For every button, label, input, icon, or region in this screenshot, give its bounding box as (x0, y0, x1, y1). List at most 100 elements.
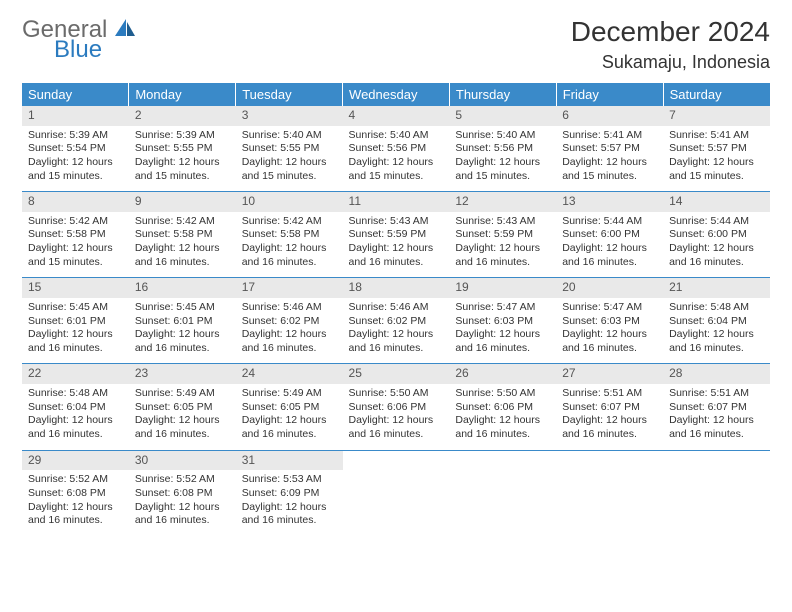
day-details: Sunrise: 5:46 AMSunset: 6:02 PMDaylight:… (343, 298, 450, 364)
daylight-line: Daylight: 12 hours and 16 minutes. (349, 414, 444, 441)
day-details: Sunrise: 5:43 AMSunset: 5:59 PMDaylight:… (449, 212, 556, 278)
day-details: Sunrise: 5:46 AMSunset: 6:02 PMDaylight:… (236, 298, 343, 364)
sail-icon (115, 19, 137, 42)
calendar-day-cell: 23Sunrise: 5:49 AMSunset: 6:05 PMDayligh… (129, 364, 236, 450)
sunset-line: Sunset: 6:01 PM (28, 315, 123, 329)
day-details: Sunrise: 5:44 AMSunset: 6:00 PMDaylight:… (663, 212, 770, 278)
day-number: 20 (556, 278, 663, 298)
calendar-day-cell: 27Sunrise: 5:51 AMSunset: 6:07 PMDayligh… (556, 364, 663, 450)
day-details: Sunrise: 5:47 AMSunset: 6:03 PMDaylight:… (449, 298, 556, 364)
day-number: 17 (236, 278, 343, 298)
day-number: 28 (663, 364, 770, 384)
day-number: 30 (129, 451, 236, 471)
calendar-table: Sunday Monday Tuesday Wednesday Thursday… (22, 83, 770, 536)
daylight-line: Daylight: 12 hours and 15 minutes. (455, 156, 550, 183)
day-number: 9 (129, 192, 236, 212)
weekday-header: Monday (129, 83, 236, 106)
calendar-day-cell: 20Sunrise: 5:47 AMSunset: 6:03 PMDayligh… (556, 278, 663, 364)
calendar-day-cell: 28Sunrise: 5:51 AMSunset: 6:07 PMDayligh… (663, 364, 770, 450)
calendar-day-cell: 4Sunrise: 5:40 AMSunset: 5:56 PMDaylight… (343, 106, 450, 192)
sunrise-line: Sunrise: 5:39 AM (135, 129, 230, 143)
day-number: 23 (129, 364, 236, 384)
sunset-line: Sunset: 6:02 PM (242, 315, 337, 329)
day-details: Sunrise: 5:48 AMSunset: 6:04 PMDaylight:… (663, 298, 770, 364)
calendar-week-row: 15 Sunrise: 5:45 AM Sunset: 6:01 PM Dayligh… (22, 278, 770, 364)
sunset-line: Sunset: 5:59 PM (455, 228, 550, 242)
sunrise-line: Sunrise: 5:41 AM (669, 129, 764, 143)
calendar-day-cell: 24Sunrise: 5:49 AMSunset: 6:05 PMDayligh… (236, 364, 343, 450)
daylight-line: Daylight: 12 hours and 16 minutes. (135, 328, 230, 355)
sunset-line: Sunset: 6:05 PM (135, 401, 230, 415)
calendar-page: General Blue December 2024 Sukamaju, Ind… (0, 0, 792, 554)
page-header: General Blue December 2024 Sukamaju, Ind… (22, 16, 770, 73)
sunset-line: Sunset: 6:04 PM (669, 315, 764, 329)
calendar-day-cell: 22Sunrise: 5:48 AMSunset: 6:04 PMDayligh… (22, 364, 129, 450)
calendar-day-cell: 10Sunrise: 5:42 AMSunset: 5:58 PMDayligh… (236, 192, 343, 278)
day-number: 13 (556, 192, 663, 212)
sunrise-line: Sunrise: 5:52 AM (28, 473, 123, 487)
sunset-line: Sunset: 6:06 PM (349, 401, 444, 415)
day-number: 18 (343, 278, 450, 298)
sunset-line: Sunset: 5:55 PM (242, 142, 337, 156)
weekday-header: Wednesday (343, 83, 450, 106)
calendar-day-cell: 7Sunrise: 5:41 AMSunset: 5:57 PMDaylight… (663, 106, 770, 192)
day-details: Sunrise: 5:48 AMSunset: 6:04 PMDaylight:… (22, 384, 129, 450)
sunset-line: Sunset: 5:57 PM (562, 142, 657, 156)
day-number: 22 (22, 364, 129, 384)
day-details: Sunrise: 5:50 AMSunset: 6:06 PMDaylight:… (343, 384, 450, 450)
sunrise-line: Sunrise: 5:45 AM (135, 301, 230, 315)
day-number: 31 (236, 451, 343, 471)
calendar-day-cell: 6Sunrise: 5:41 AMSunset: 5:57 PMDaylight… (556, 106, 663, 192)
sunset-line: Sunset: 5:58 PM (28, 228, 123, 242)
daylight-line: Daylight: 12 hours and 16 minutes. (455, 414, 550, 441)
day-details: Sunrise: 5:50 AMSunset: 6:06 PMDaylight:… (449, 384, 556, 450)
day-number: 15 (22, 278, 129, 298)
weekday-header-row: Sunday Monday Tuesday Wednesday Thursday… (22, 83, 770, 106)
sunrise-line: Sunrise: 5:47 AM (455, 301, 550, 315)
daylight-line: Daylight: 12 hours and 16 minutes. (242, 414, 337, 441)
day-details: Sunrise: 5:40 AMSunset: 5:56 PMDaylight:… (449, 126, 556, 192)
day-details: Sunrise: 5:42 AMSunset: 5:58 PMDaylight:… (22, 212, 129, 278)
daylight-line: Daylight: 12 hours and 16 minutes. (135, 242, 230, 269)
sunset-line: Sunset: 5:54 PM (28, 142, 123, 156)
calendar-day-cell: 5Sunrise: 5:40 AMSunset: 5:56 PMDaylight… (449, 106, 556, 192)
calendar-day-cell: 12Sunrise: 5:43 AMSunset: 5:59 PMDayligh… (449, 192, 556, 278)
daylight-line: Daylight: 12 hours and 16 minutes. (349, 242, 444, 269)
daylight-line: Daylight: 12 hours and 15 minutes. (28, 242, 123, 269)
sunset-line: Sunset: 5:57 PM (669, 142, 764, 156)
weekday-header: Saturday (663, 83, 770, 106)
location-subtitle: Sukamaju, Indonesia (571, 52, 770, 73)
day-details: Sunrise: 5:39 AMSunset: 5:55 PMDaylight:… (129, 126, 236, 192)
day-number: 8 (22, 192, 129, 212)
daylight-line: Daylight: 12 hours and 16 minutes. (349, 328, 444, 355)
calendar-day-cell: 3Sunrise: 5:40 AMSunset: 5:55 PMDaylight… (236, 106, 343, 192)
day-number: 5 (449, 106, 556, 126)
sunrise-line: Sunrise: 5:47 AM (562, 301, 657, 315)
calendar-day-cell: 9Sunrise: 5:42 AMSunset: 5:58 PMDaylight… (129, 192, 236, 278)
page-title: December 2024 (571, 16, 770, 48)
sunrise-line: Sunrise: 5:48 AM (669, 301, 764, 315)
daylight-line: Daylight: 12 hours and 15 minutes. (349, 156, 444, 183)
sunrise-line: Sunrise: 5:42 AM (135, 215, 230, 229)
calendar-day-cell: 16Sunrise: 5:45 AMSunset: 6:01 PMDayligh… (129, 278, 236, 364)
day-details: Sunrise: 5:42 AMSunset: 5:58 PMDaylight:… (129, 212, 236, 278)
sunset-line: Sunset: 6:00 PM (562, 228, 657, 242)
daylight-line: Daylight: 12 hours and 15 minutes. (28, 156, 123, 183)
calendar-day-cell: 31Sunrise: 5:53 AMSunset: 6:09 PMDayligh… (236, 450, 343, 536)
day-number: 26 (449, 364, 556, 384)
weekday-header: Friday (556, 83, 663, 106)
sunrise-line: Sunrise: 5:49 AM (135, 387, 230, 401)
daylight-line: Daylight: 12 hours and 15 minutes. (562, 156, 657, 183)
daylight-line: Daylight: 12 hours and 16 minutes. (562, 242, 657, 269)
day-number: 16 (129, 278, 236, 298)
day-number: 4 (343, 106, 450, 126)
sunrise-line: Sunrise: 5:48 AM (28, 387, 123, 401)
sunset-line: Sunset: 6:08 PM (28, 487, 123, 501)
sunset-line: Sunset: 6:03 PM (455, 315, 550, 329)
daylight-line: Daylight: 12 hours and 16 minutes. (562, 328, 657, 355)
sunrise-line: Sunrise: 5:44 AM (562, 215, 657, 229)
day-details: Sunrise: 5:41 AMSunset: 5:57 PMDaylight:… (663, 126, 770, 192)
sunrise-line: Sunrise: 5:51 AM (562, 387, 657, 401)
day-number: 3 (236, 106, 343, 126)
day-details: Sunrise: 5:40 AMSunset: 5:55 PMDaylight:… (236, 126, 343, 192)
